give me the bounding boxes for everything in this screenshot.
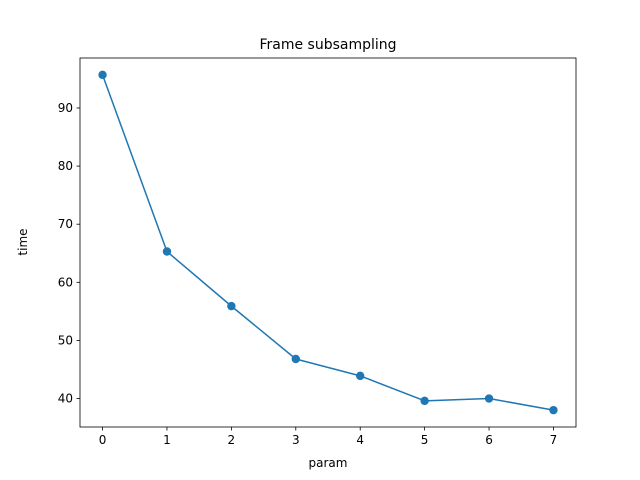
- data-point: [420, 396, 429, 406]
- data-point: [162, 247, 172, 256]
- y-tick-label: 80: [58, 159, 73, 173]
- y-tick-label: 40: [58, 392, 73, 406]
- data-point: [291, 354, 300, 364]
- x-tick-label: 7: [550, 433, 558, 447]
- series-line: [101, 74, 554, 411]
- y-axis-label: time: [16, 228, 30, 255]
- data-point: [98, 70, 107, 80]
- chart-title: Frame subsampling: [259, 37, 396, 53]
- y-tick-label: 50: [58, 333, 73, 347]
- y-tick-label: 60: [58, 275, 73, 289]
- plot-area: 0 1 2 3 4 5 6 7 40 50 60 70 80 90: [58, 57, 577, 447]
- data-point: [484, 394, 494, 403]
- x-axis-label: param: [309, 456, 348, 470]
- y-tick-label: 70: [58, 217, 73, 231]
- x-tick-label: 4: [356, 433, 364, 447]
- data-point: [549, 405, 558, 415]
- axes-frame: [79, 57, 577, 428]
- x-tick-label: 2: [228, 433, 236, 447]
- data-point: [227, 301, 236, 311]
- x-tick-label: 5: [421, 433, 429, 447]
- y-tick-label: 90: [58, 101, 73, 115]
- x-tick-label: 3: [292, 433, 300, 447]
- x-tick-label: 1: [163, 433, 171, 447]
- data-point: [356, 371, 365, 381]
- x-tick-label: 0: [99, 433, 107, 447]
- x-tick-label: 6: [485, 433, 493, 447]
